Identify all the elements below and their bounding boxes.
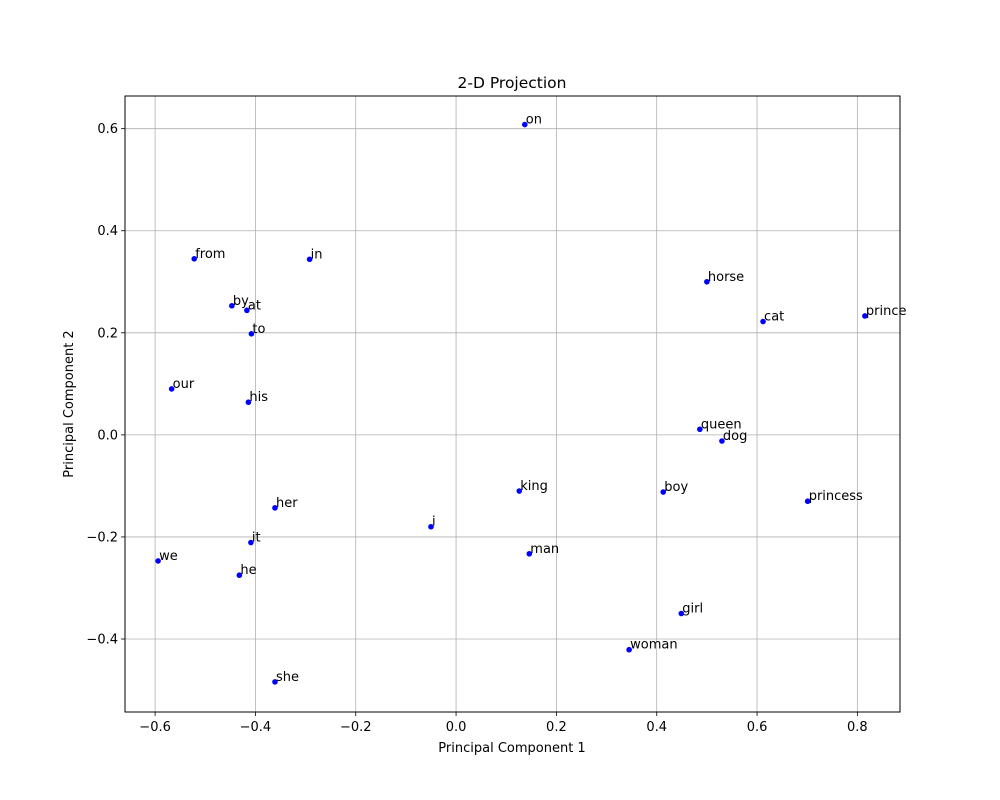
point-label-he: he	[240, 563, 256, 578]
point-label-we: we	[159, 549, 178, 564]
y-tick-label: 0.6	[97, 122, 118, 137]
point-label-girl: girl	[682, 602, 703, 617]
data-point-cat	[760, 318, 766, 325]
x-tick-label: 0.6	[747, 720, 768, 735]
data-point-our	[168, 386, 175, 392]
point-label-king: king	[520, 479, 548, 494]
data-point-dog	[719, 438, 725, 444]
x-tick-label: −0.4	[240, 720, 272, 735]
data-point-man	[526, 550, 533, 557]
data-point-on	[521, 121, 528, 128]
point-label-i: i	[432, 515, 436, 530]
point-label-in: in	[311, 247, 323, 262]
point-label-our: our	[173, 377, 195, 392]
point-label-prince: prince	[866, 304, 907, 319]
x-tick-label: 0.0	[446, 720, 467, 735]
x-axis-label: Principal Component 1	[438, 741, 585, 756]
point-label-queen: queen	[701, 417, 742, 432]
point-label-boy: boy	[664, 480, 688, 495]
data-point-by	[229, 302, 235, 309]
x-axis-ticks: −0.6 −0.4 −0.2 0.0 0.2 0.4 0.6 0.8	[139, 712, 868, 735]
data-point-her	[272, 505, 278, 511]
point-label-on: on	[526, 113, 542, 128]
data-point-horse	[704, 278, 710, 285]
data-point-princess	[804, 498, 811, 505]
y-tick-label: −0.2	[86, 530, 118, 545]
y-tick-label: 0.4	[97, 224, 118, 239]
data-points: on from in horse by at cat prince to our his queend…	[155, 113, 906, 685]
data-point-queen	[697, 426, 703, 433]
point-label-it: it	[252, 531, 261, 546]
data-point-we	[155, 558, 161, 564]
point-label-at: at	[248, 298, 261, 313]
data-point-woman	[626, 646, 632, 653]
point-label-cat: cat	[764, 310, 784, 325]
point-label-man: man	[530, 542, 559, 557]
y-axis-ticks: −0.4 −0.2 0.0 0.2 0.4 0.6	[86, 122, 125, 648]
point-label-horse: horse	[708, 270, 744, 285]
data-point-king	[516, 488, 523, 494]
y-tick-label: 0.0	[97, 428, 118, 443]
data-point-to	[248, 331, 255, 337]
data-point-boy	[660, 489, 667, 495]
point-label-she: she	[276, 670, 299, 685]
data-point-i	[428, 523, 434, 530]
data-point-his	[245, 399, 252, 406]
chart-title: 2-D Projection	[458, 74, 567, 92]
data-point-prince	[862, 313, 868, 319]
point-label-dog: dog	[723, 429, 747, 444]
x-tick-label: 0.4	[646, 720, 667, 735]
data-point-from	[191, 256, 198, 262]
data-point-in	[306, 256, 313, 263]
x-tick-label: 0.8	[847, 720, 868, 735]
y-axis-label: Principal Component 2	[62, 330, 77, 477]
point-label-by: by	[233, 294, 249, 309]
x-tick-label: −0.2	[340, 720, 372, 735]
point-label-his: his	[249, 390, 268, 405]
y-tick-label: −0.4	[86, 633, 118, 648]
plot-area-frame	[124, 95, 901, 713]
point-label-princess: princess	[809, 489, 863, 504]
data-point-at	[244, 307, 250, 314]
data-point-girl	[678, 610, 685, 617]
data-point-it	[248, 539, 254, 546]
y-tick-label: 0.2	[97, 326, 118, 341]
grid-lines	[125, 96, 900, 712]
point-label-from: from	[195, 247, 225, 262]
point-label-to: to	[252, 322, 265, 337]
x-tick-label: 0.2	[546, 720, 567, 735]
data-point-she	[272, 679, 278, 685]
point-label-her: her	[276, 496, 298, 511]
x-tick-label: −0.6	[139, 720, 171, 735]
point-label-woman: woman	[630, 638, 677, 653]
data-point-he	[236, 572, 243, 579]
